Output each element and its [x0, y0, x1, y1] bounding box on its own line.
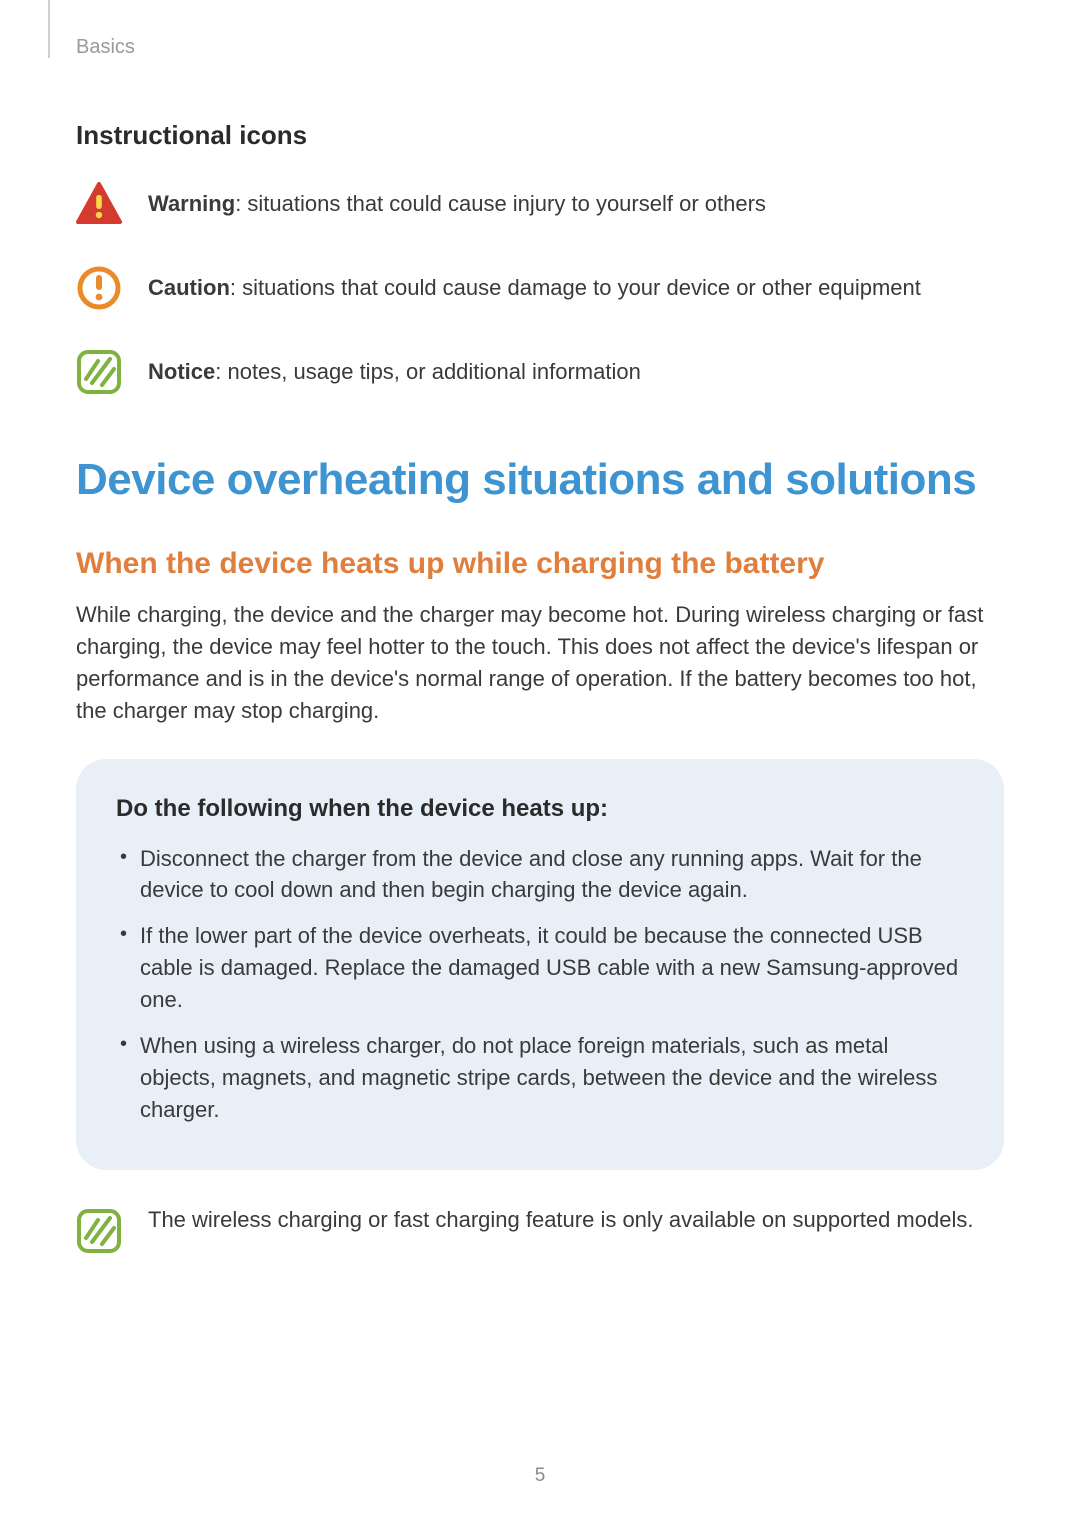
- caution-desc: : situations that could cause damage to …: [230, 275, 921, 300]
- caution-icon: [76, 265, 122, 311]
- intro-paragraph: While charging, the device and the charg…: [76, 599, 1004, 727]
- icon-row-notice: Notice: notes, usage tips, or additional…: [76, 349, 1004, 395]
- notice-text: Notice: notes, usage tips, or additional…: [148, 357, 641, 388]
- warning-text: Warning: situations that could cause inj…: [148, 189, 766, 220]
- notice-icon: [76, 349, 122, 395]
- icon-row-caution: Caution: situations that could cause dam…: [76, 265, 1004, 311]
- instructional-icons-heading: Instructional icons: [76, 120, 1004, 151]
- main-title: Device overheating situations and soluti…: [76, 455, 1004, 505]
- caution-label: Caution: [148, 275, 230, 300]
- list-item: Disconnect the charger from the device a…: [116, 843, 964, 907]
- note-row: The wireless charging or fast charging f…: [76, 1204, 1004, 1254]
- callout-list: Disconnect the charger from the device a…: [116, 843, 964, 1126]
- sub-title: When the device heats up while charging …: [76, 547, 1004, 581]
- warning-desc: : situations that could cause injury to …: [235, 191, 766, 216]
- list-item: When using a wireless charger, do not pl…: [116, 1030, 964, 1126]
- notice-icon: [76, 1208, 122, 1254]
- callout-box: Do the following when the device heats u…: [76, 759, 1004, 1170]
- content: Instructional icons Warning: situations …: [76, 120, 1004, 1254]
- notice-label: Notice: [148, 359, 215, 384]
- header-rule: [48, 0, 50, 58]
- section-header: Basics: [76, 36, 135, 59]
- page-number: 5: [0, 1465, 1080, 1487]
- warning-label: Warning: [148, 191, 235, 216]
- warning-icon: [76, 181, 122, 227]
- callout-title: Do the following when the device heats u…: [116, 795, 964, 823]
- icon-row-warning: Warning: situations that could cause inj…: [76, 181, 1004, 227]
- caution-text: Caution: situations that could cause dam…: [148, 273, 921, 304]
- notice-desc: : notes, usage tips, or additional infor…: [215, 359, 641, 384]
- list-item: If the lower part of the device overheat…: [116, 920, 964, 1016]
- page: Basics Instructional icons Warning: situ…: [0, 0, 1080, 1527]
- note-text: The wireless charging or fast charging f…: [148, 1204, 973, 1236]
